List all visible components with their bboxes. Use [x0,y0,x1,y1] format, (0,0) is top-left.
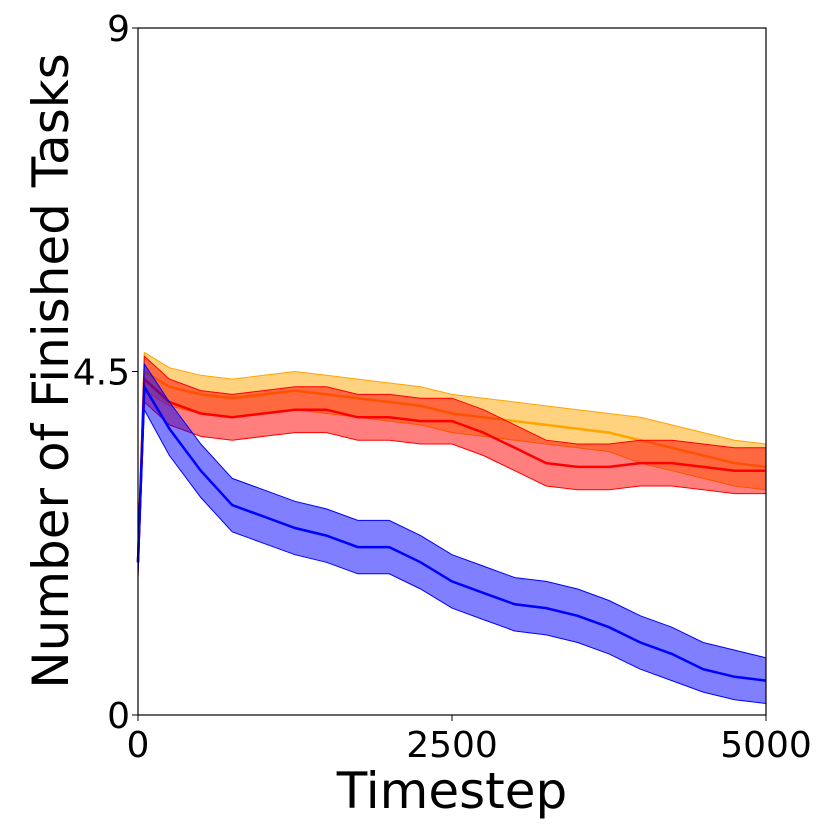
band-upper [137,362,767,659]
line [136,376,766,563]
band-lower [137,400,766,578]
band-upper [137,355,766,548]
band [138,363,766,704]
y-tick-label: 4.5 [73,353,130,394]
band-upper [137,351,767,548]
x-tick-label: 0 [127,725,150,766]
y-tick-label: 9 [107,9,130,50]
x-tick-label: 5000 [720,725,812,766]
band [138,356,766,578]
line [136,382,767,682]
x-axis-title: Timestep [336,762,568,820]
x-tick-label: 2500 [406,725,498,766]
band-lower [137,407,767,704]
y-axis-title: Number of Finished Tasks [22,53,80,689]
y-tick-label: 0 [107,696,130,737]
plot-frame [137,27,767,716]
